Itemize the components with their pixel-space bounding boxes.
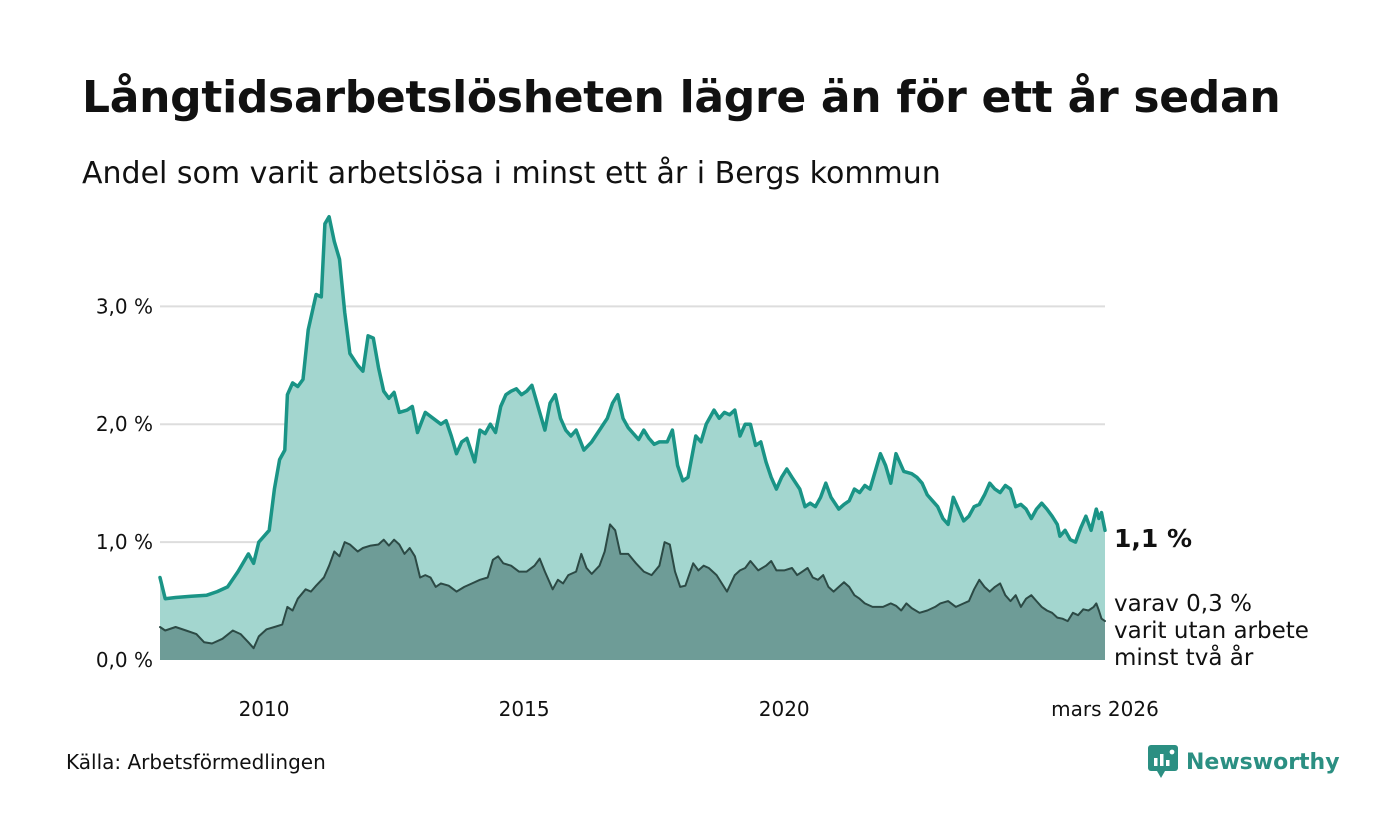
y-tick-label: 2,0 % — [96, 412, 153, 436]
x-tick-label: 2020 — [759, 697, 810, 721]
y-axis-ticks: 0,0 % 1,0 % 2,0 % 3,0 % — [96, 294, 153, 672]
end-label-main-value: 1,1 % — [1114, 524, 1192, 553]
series-two-year-line — [159, 523, 1106, 650]
end-label-sub-line-1: varav 0,3 % — [1114, 591, 1252, 617]
brand-logo: Newsworthy — [1148, 745, 1340, 779]
brand-name: Newsworthy — [1186, 749, 1340, 775]
end-label-sub-line-3: minst två år — [1114, 643, 1254, 671]
series-two-year-area — [160, 524, 1105, 660]
source-note: Källa: Arbetsförmedlingen — [66, 750, 326, 774]
series-long-term-line — [158, 214, 1107, 601]
y-tick-label: 3,0 % — [96, 294, 153, 318]
x-tick-label: mars 2026 — [1051, 697, 1159, 721]
x-tick-label: 2010 — [239, 697, 290, 721]
end-label-sub-line-2: varit utan arbete — [1114, 618, 1309, 644]
y-tick-label: 0,0 % — [96, 648, 153, 672]
x-axis-ticks: 2010 2015 2020 mars 2026 — [239, 697, 1159, 721]
series-lines — [158, 214, 1107, 650]
newsworthy-logo-icon — [1148, 745, 1178, 778]
series-areas — [160, 216, 1105, 660]
y-tick-label: 1,0 % — [96, 530, 153, 554]
chart-title: Långtidsarbetslösheten lägre än för ett … — [82, 72, 1281, 123]
x-tick-label: 2015 — [499, 697, 550, 721]
chart-subtitle: Andel som varit arbetslösa i minst ett å… — [82, 156, 941, 191]
end-labels: 1,1 % varav 0,3 % varit utan arbete mins… — [1114, 524, 1309, 671]
